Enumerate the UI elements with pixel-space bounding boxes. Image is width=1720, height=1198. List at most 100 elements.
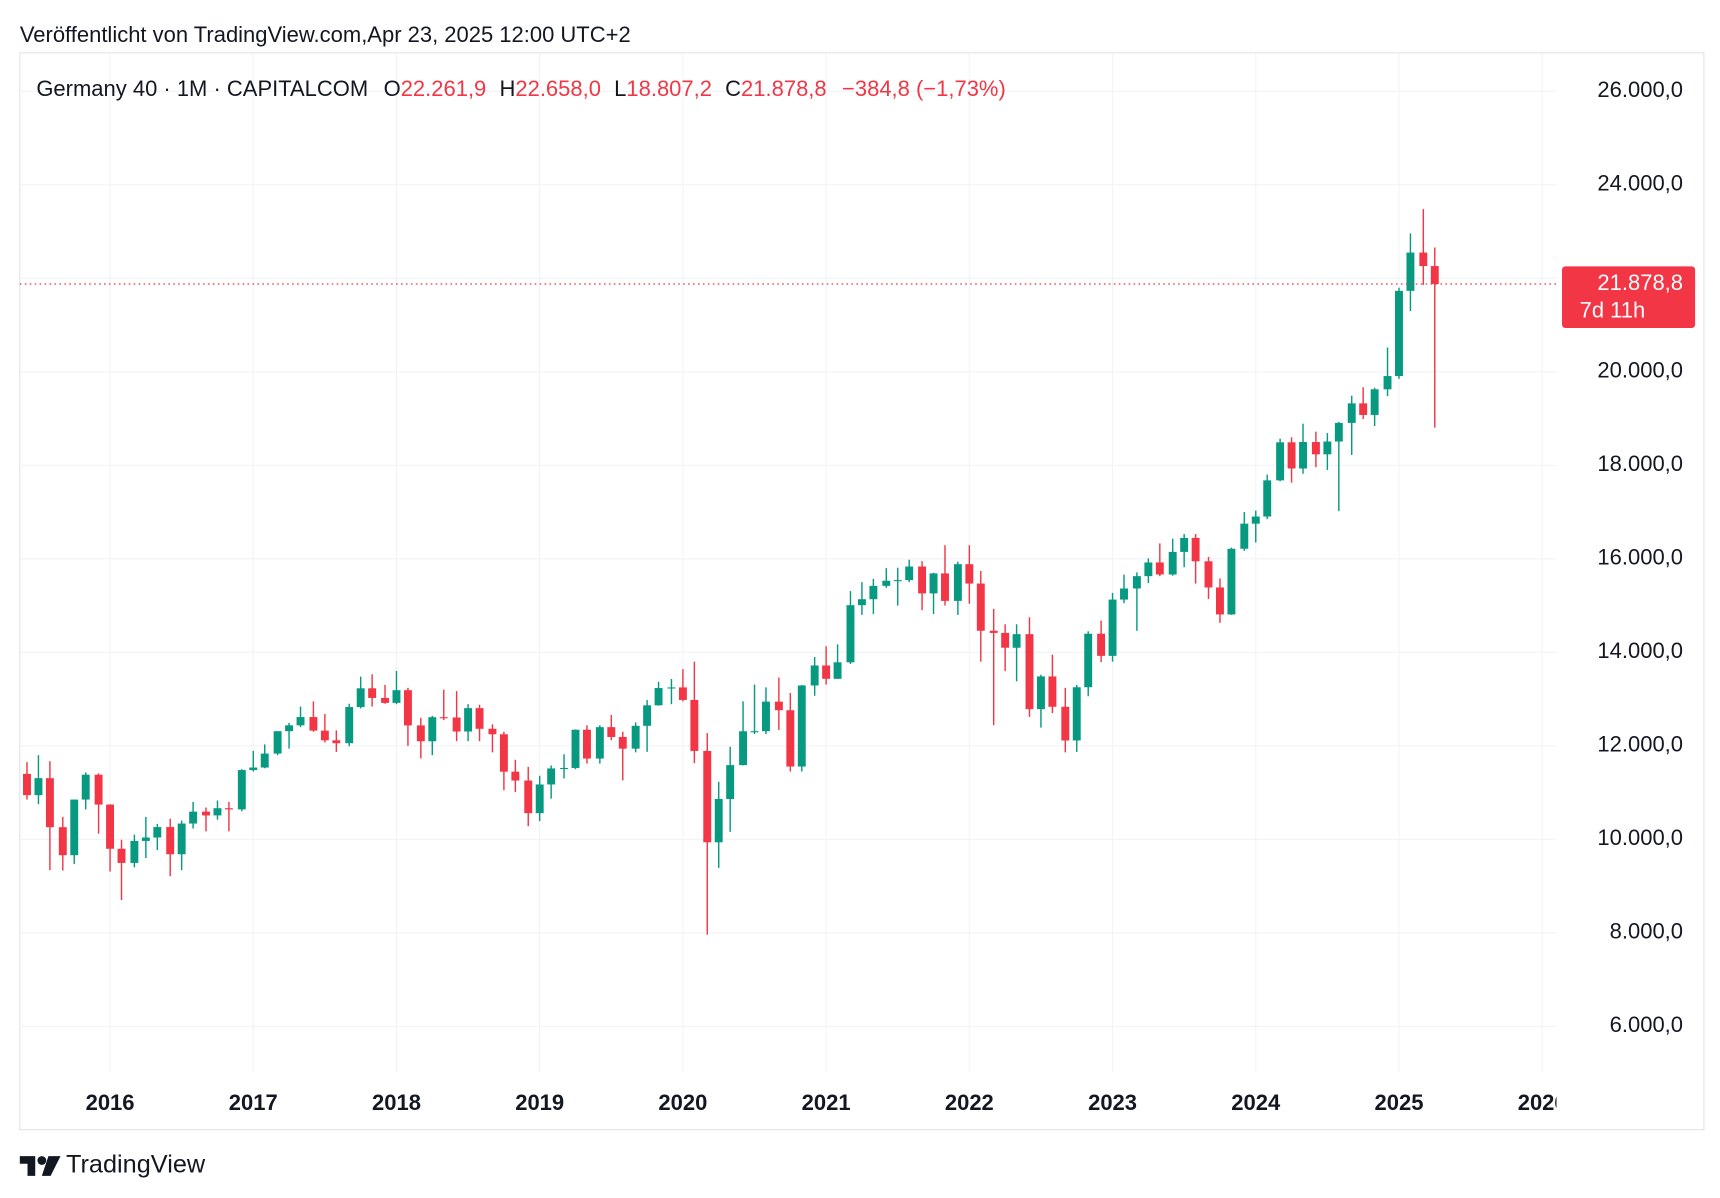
candle-body — [595, 727, 604, 759]
candle-body — [1012, 634, 1021, 648]
candle-body — [34, 778, 43, 796]
candle-body — [810, 665, 819, 686]
candle-body — [631, 725, 640, 749]
candle-body — [58, 827, 67, 856]
candle-body — [23, 773, 31, 796]
y-axis: 6.000,0 8.000,0 10.000,0 12.000,0 14.000,0 16… — [1597, 77, 1683, 1037]
candle-body — [1299, 442, 1307, 469]
ohlc-key: O — [384, 76, 401, 101]
candle-body — [1263, 480, 1272, 517]
candle-body — [106, 804, 115, 849]
x-tick-label: 2022 — [945, 1090, 994, 1115]
y-tick-label: 10.000,0 — [1597, 825, 1683, 850]
countdown-label: 7d 11h — [1580, 297, 1646, 322]
grid — [19, 52, 1557, 1073]
candle-body — [1001, 632, 1010, 648]
x-tick-label: 2016 — [86, 1090, 135, 1115]
candle-body — [618, 736, 627, 749]
candle-body — [857, 599, 866, 606]
ohlc-value: 22.261,9 — [401, 76, 487, 101]
candle-body — [965, 564, 974, 584]
y-tick-label: 20.000,0 — [1597, 358, 1683, 383]
x-tick-label: 2025 — [1375, 1090, 1424, 1115]
candle-body — [547, 768, 556, 785]
candle-body — [607, 727, 616, 737]
candle-body — [1155, 562, 1164, 575]
candle-body — [81, 774, 90, 800]
ohlc-legend: Germany 40 · 1M · CAPITALCOM O22.261,9 H22… — [36, 76, 1005, 101]
candle-body — [726, 765, 735, 800]
candle-body — [1097, 633, 1106, 656]
candles — [23, 209, 1439, 935]
candle-body — [703, 750, 712, 843]
candle-body — [833, 662, 842, 679]
x-axis: 2016 2017 2018 2019 2020 2021 2022 2023 2024 2025… — [86, 1090, 1557, 1115]
candle-body — [166, 827, 175, 855]
y-tick-label: 12.000,0 — [1597, 732, 1683, 757]
candle-body — [1061, 706, 1070, 741]
candle-body — [488, 728, 497, 735]
candle-body — [953, 564, 962, 601]
ohlc-key: H — [499, 76, 515, 101]
candle-body — [739, 731, 748, 766]
candle-body — [1370, 389, 1379, 415]
candle-body — [822, 665, 831, 679]
candle-body — [1144, 562, 1153, 577]
candle-body — [416, 725, 425, 742]
candle-body — [1430, 266, 1439, 284]
candle-body — [690, 699, 699, 751]
candle-body — [1276, 442, 1285, 481]
symbol: Germany 40 · 1M · CAPITALCOM — [36, 76, 368, 101]
footer-brand: TradingView — [66, 1151, 206, 1179]
candle-body — [1108, 599, 1117, 656]
candle-body — [70, 799, 79, 856]
candle-body — [1419, 252, 1428, 267]
last-price-label: 21.878,8 — [1597, 270, 1683, 295]
ohlc-value: 21.878,8 — [741, 76, 827, 101]
candle-body — [464, 708, 473, 732]
x-tick-label: 2023 — [1088, 1090, 1137, 1115]
candle-body — [869, 585, 878, 600]
candle-body — [1311, 442, 1320, 455]
candle-body — [1287, 442, 1296, 469]
candle-body — [45, 778, 54, 828]
candle-body — [368, 688, 377, 698]
candle-body — [1383, 376, 1392, 390]
footer-logo: TradingView — [19, 1151, 206, 1179]
candle-body — [475, 708, 484, 729]
candle-body — [535, 784, 544, 814]
candle-body — [452, 717, 461, 732]
candle-body — [786, 710, 795, 767]
candle-body — [1036, 676, 1045, 710]
candle-body — [571, 729, 580, 768]
candle-body — [249, 767, 258, 771]
candle-body — [1359, 403, 1368, 415]
x-tick-label: 2017 — [229, 1090, 278, 1115]
candle-body — [989, 630, 998, 633]
candle-body — [1334, 422, 1343, 442]
candle-body — [403, 690, 412, 726]
candle-body — [1120, 588, 1128, 600]
candle-body — [1216, 587, 1224, 615]
candle-body — [345, 707, 354, 744]
candle-body — [511, 771, 520, 781]
candle-body — [582, 729, 591, 759]
candle-body — [762, 701, 770, 732]
candle-body — [1240, 523, 1249, 549]
candle-body — [141, 837, 150, 841]
chart-frame — [19, 52, 1705, 1131]
candle-body — [296, 717, 305, 726]
candle-body — [797, 685, 806, 767]
candle-body — [667, 687, 676, 689]
candle-body — [392, 690, 401, 703]
published-note: Veröffentlicht von TradingView.com,Apr 2… — [20, 22, 631, 47]
candle-body — [1323, 441, 1332, 455]
candle-body — [929, 573, 938, 594]
ohlc-value: 18.807,2 — [626, 76, 712, 101]
candle-body — [439, 717, 448, 719]
candle-body — [224, 808, 233, 810]
candle-body — [893, 580, 902, 582]
candle-body — [560, 767, 569, 770]
candle-body — [130, 840, 139, 863]
